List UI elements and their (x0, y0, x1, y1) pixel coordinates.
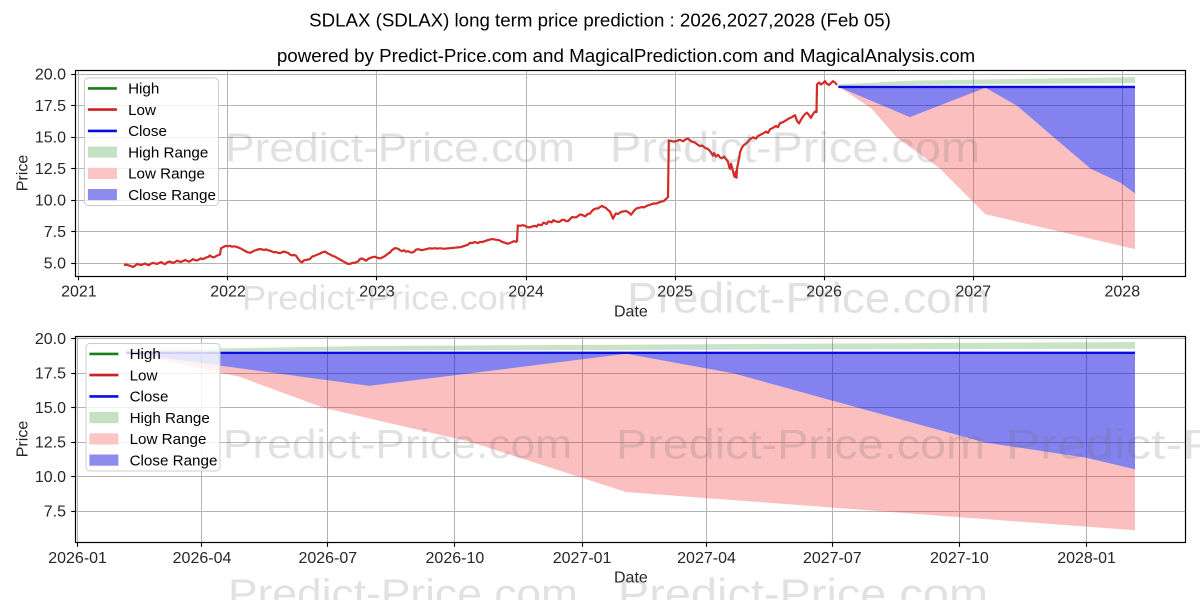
svg-text:Low Range: Low Range (130, 431, 207, 448)
svg-text:High: High (128, 81, 159, 98)
svg-text:2026-10: 2026-10 (426, 550, 485, 567)
svg-text:20.0: 20.0 (35, 331, 66, 348)
svg-text:2027: 2027 (955, 284, 991, 301)
svg-text:15.0: 15.0 (35, 400, 66, 417)
svg-text:2022: 2022 (210, 284, 246, 301)
svg-text:17.5: 17.5 (35, 98, 66, 115)
svg-text:20.0: 20.0 (35, 67, 66, 84)
svg-text:Close: Close (128, 123, 167, 140)
svg-text:Predict-Price.com: Predict-Price.com (1006, 420, 1200, 467)
svg-text:High Range: High Range (130, 410, 210, 427)
svg-text:Predict-Price.com: Predict-Price.com (610, 124, 980, 172)
svg-text:High: High (130, 346, 161, 363)
svg-text:2026-01: 2026-01 (48, 550, 107, 567)
svg-text:Predict-Price.com: Predict-Price.com (242, 280, 528, 318)
svg-text:2027-07: 2027-07 (803, 550, 862, 567)
svg-text:Predict-Price.com: Predict-Price.com (616, 420, 985, 467)
svg-text:Predict-Price.com: Predict-Price.com (228, 571, 578, 600)
svg-text:12.5: 12.5 (35, 161, 66, 178)
svg-text:2028-01: 2028-01 (1057, 550, 1116, 567)
svg-text:Close Range: Close Range (128, 187, 216, 204)
svg-text:powered by Predict-Price.com a: powered by Predict-Price.com and Magical… (277, 45, 975, 66)
svg-text:Low Range: Low Range (128, 166, 205, 183)
svg-text:Low: Low (128, 102, 156, 119)
svg-text:7.5: 7.5 (44, 504, 66, 521)
svg-text:2023: 2023 (359, 284, 395, 301)
svg-text:Low: Low (130, 367, 158, 384)
svg-text:High Range: High Range (128, 144, 208, 161)
svg-text:2021: 2021 (61, 284, 97, 301)
svg-text:Predict-Price.com: Predict-Price.com (225, 125, 575, 171)
svg-text:Close: Close (130, 389, 169, 406)
svg-text:2026-07: 2026-07 (298, 550, 357, 567)
svg-text:2027-04: 2027-04 (677, 550, 736, 567)
svg-text:10.0: 10.0 (35, 469, 66, 486)
svg-text:Predict-Price.com: Predict-Price.com (223, 421, 572, 467)
svg-text:2026-04: 2026-04 (173, 550, 232, 567)
svg-text:Predict-Price.com: Predict-Price.com (627, 275, 990, 323)
svg-text:2025: 2025 (657, 284, 693, 301)
svg-text:10.0: 10.0 (35, 193, 66, 210)
svg-text:2027-01: 2027-01 (553, 550, 612, 567)
svg-text:SDLAX (SDLAX) long term price: SDLAX (SDLAX) long term price prediction… (309, 10, 891, 31)
svg-text:Price: Price (15, 421, 32, 458)
svg-text:Date: Date (614, 570, 648, 587)
svg-text:15.0: 15.0 (35, 130, 66, 147)
svg-text:Price: Price (15, 155, 32, 192)
svg-text:2026: 2026 (806, 284, 842, 301)
svg-text:12.5: 12.5 (35, 435, 66, 452)
svg-text:2024: 2024 (508, 284, 544, 301)
svg-text:2027-10: 2027-10 (930, 550, 989, 567)
svg-text:17.5: 17.5 (35, 366, 66, 383)
svg-text:Date: Date (614, 304, 648, 321)
svg-text:Close Range: Close Range (130, 452, 218, 469)
svg-text:5.0: 5.0 (44, 256, 66, 273)
svg-text:2028: 2028 (1105, 284, 1141, 301)
svg-text:Predict-Price.com: Predict-Price.com (618, 570, 988, 600)
svg-text:7.5: 7.5 (44, 224, 66, 241)
